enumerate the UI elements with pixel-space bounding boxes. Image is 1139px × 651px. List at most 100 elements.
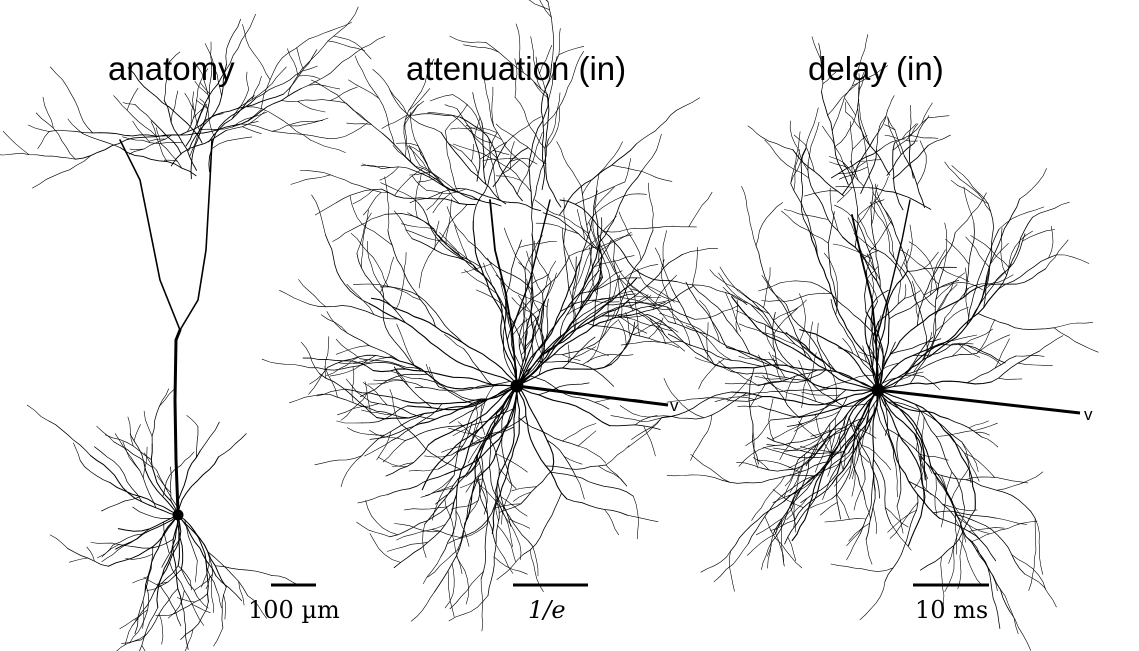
dendrite-branch [772,491,799,503]
dendrite-branch [971,542,998,591]
dendrite-branch [546,272,557,299]
dendrite-branch [851,161,866,175]
dendrite-branch [770,490,797,543]
dendrite-branch [535,222,579,235]
dendrite-branch [369,533,401,563]
dendrite-branch [376,431,392,461]
dendrite-branch [501,484,513,525]
dendrite-branch [391,94,442,133]
dendrite-branch [516,385,611,427]
dendrite-branch [877,389,967,538]
dendrite-branch [513,491,532,502]
dendrite-branch [809,232,879,391]
dendrite-branch [189,119,206,157]
dendrite-branch [500,496,528,517]
dendrite-branch [786,304,827,370]
dendrite-branch [692,284,751,355]
dendrite-branch [784,492,818,545]
dendrite-branch [337,403,380,416]
dendrite-branch [459,116,523,202]
dendrite-branch [367,380,424,388]
dendrite-branch [649,317,667,345]
dendrite-branch [389,501,455,538]
dendrite-branch [997,216,1033,290]
dendrite-branch [391,462,414,467]
dendrite-branch [407,212,435,229]
dendrite-branch [546,106,561,148]
dendrite-branch [143,410,153,437]
dendrite-branch [188,63,227,152]
dendrite-branch [830,149,881,179]
dendrite-branch [619,405,664,418]
dendrite-branch [199,421,220,452]
dendrite-branch [884,494,919,582]
dendrite-branch [797,369,844,407]
dendrite-branch [837,166,868,175]
dendrite-branch [966,228,1000,326]
dendrite-branch [169,561,193,605]
dendrite-branch [445,104,468,132]
dendrite-branch [1028,517,1037,591]
dendrite-branch [438,421,473,470]
dendrite-branch [563,456,583,465]
dendrite-branch [434,220,440,250]
dendrite-branch [132,575,149,584]
dendrite-branch [761,275,787,305]
dendrite-branch [877,389,940,519]
dendrite-branch [604,314,648,319]
dendrite-branch [780,518,785,567]
dendrite-branch [558,28,561,55]
dendrite-branch [726,346,879,392]
dendrite-branch [951,342,974,345]
dendrite-branch [534,240,552,283]
dendrite-branch [625,312,631,339]
dendrite-branch [121,633,148,644]
dendrite-branch [170,90,179,123]
dendrite-branch [509,158,529,162]
dendrite-branch [805,107,819,150]
dendrite-branch [316,388,346,397]
dendrite-branch [871,276,874,302]
dendrite-branch [381,188,476,205]
dendrite-branch [117,528,150,551]
dendrite-branch [405,229,444,242]
dendrite-branch [421,58,435,92]
dendrite-branch [176,597,195,603]
dendrite-branch [456,555,469,605]
dendrite-branch [472,405,478,445]
dendrite-branch [865,489,876,541]
dendrite-branch [604,509,619,536]
dendrite-branch [943,222,948,270]
dendrite-branch [560,270,600,338]
dendrite-branch [501,404,513,486]
dendrite-branch [356,212,372,254]
dendrite-branch [225,121,259,131]
dendrite-branch [296,47,304,70]
dendrite-branch [976,334,1010,354]
dendrite-branch [516,299,629,387]
dendrite-branch [1000,227,1007,276]
dendrite-branch [965,267,969,319]
dendrite-branch [588,222,602,255]
dendrite-branch [877,342,945,391]
dendrite-branch [709,269,746,296]
dendrite-branch [280,99,347,104]
dendrite-branch [1034,517,1044,575]
dendrite-branch [124,625,133,646]
dendrite-branch [789,505,797,533]
dendrite-branch [923,282,983,296]
dendrite-branch [754,375,788,380]
dendrite-branch [965,536,1001,629]
dendrite-branch [410,111,415,140]
dendrite-branch [798,389,879,418]
dendrite-branch [747,125,762,137]
dendrite-branch [923,268,944,360]
dendrite-branch [424,454,452,458]
dendrite-branch [559,199,678,283]
dendrite-branch [995,517,1028,525]
dendrite-branch [558,46,585,55]
dendrite-branch [810,281,885,359]
dendrite-branch [444,334,464,349]
dendrite-branch [308,366,329,395]
dendrite-branch [476,455,488,495]
